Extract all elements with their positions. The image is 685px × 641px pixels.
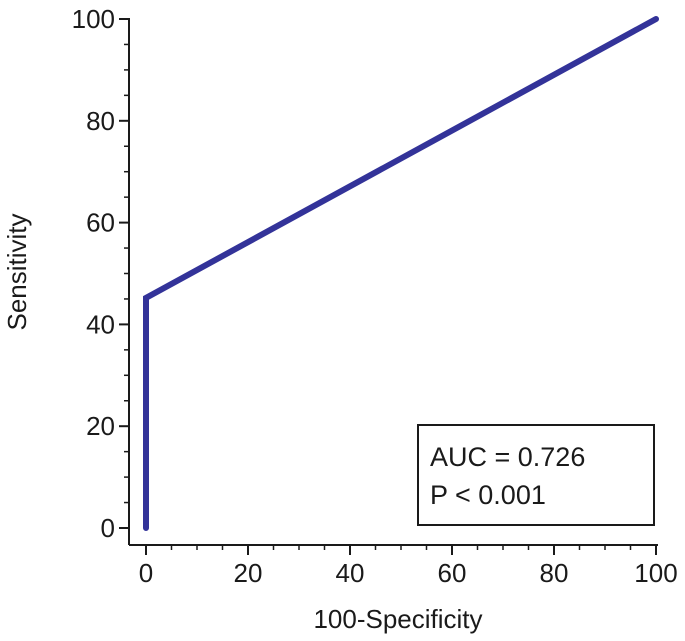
roc-curve-line [143,16,659,531]
y-axis-title: Sensitivity [2,213,32,330]
x-tick-label: 100 [634,558,677,588]
y-tick-label: 60 [86,208,115,238]
x-axis-ticks: 0 20 40 60 80 100 [139,545,678,588]
x-tick-label: 80 [540,558,569,588]
x-axis-title: 100-Specificity [313,604,482,634]
auc-text: AUC = 0.726 [430,442,585,472]
p-value-text: P < 0.001 [430,480,546,510]
y-tick-label: 20 [86,411,115,441]
x-tick-label: 60 [438,558,467,588]
x-tick-label: 40 [336,558,365,588]
series-layer [143,16,659,531]
x-tick-label: 0 [139,558,153,588]
y-tick-label: 100 [72,4,115,34]
chart-axes [128,18,658,546]
y-tick-label: 0 [101,513,115,543]
x-tick-label: 20 [234,558,263,588]
stats-box: AUC = 0.726 P < 0.001 [417,424,655,526]
y-tick-label: 40 [86,309,115,339]
y-axis-ticks: 0 20 40 60 80 100 [72,4,129,543]
stats-box-border [417,424,655,526]
y-tick-label: 80 [86,106,115,136]
